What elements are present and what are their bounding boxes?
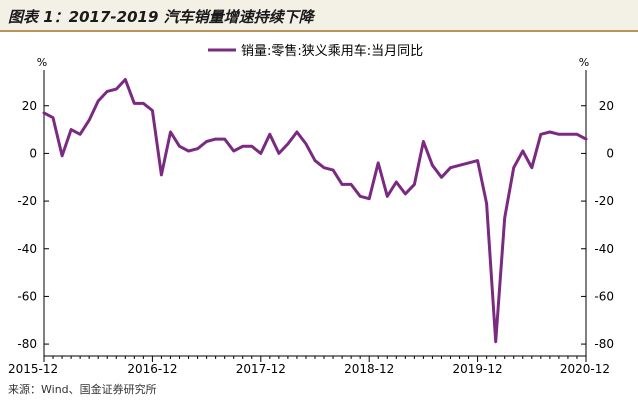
data-point	[250, 145, 253, 148]
data-point	[440, 176, 443, 179]
right-y-tick-label: -60	[594, 289, 614, 303]
data-point	[187, 149, 190, 153]
right-y-tick-label: -80	[594, 337, 614, 351]
series-group	[42, 78, 588, 344]
data-point	[539, 133, 543, 136]
data-point	[449, 166, 452, 169]
data-point	[422, 140, 425, 143]
series-line	[42, 78, 588, 344]
data-point	[160, 173, 163, 177]
data-point	[503, 216, 506, 219]
data-point	[42, 111, 46, 115]
data-point	[178, 145, 181, 148]
data-point	[60, 154, 64, 157]
data-point	[277, 152, 281, 155]
x-axis: 2015-12 2016-12 2017-12 2018-12 2019-12 2020-…	[8, 356, 610, 376]
data-point	[97, 99, 100, 103]
left-y-tick-label: 20	[22, 99, 37, 113]
data-point	[548, 130, 552, 134]
left-y-tick-label: -60	[17, 289, 37, 303]
x-tick-label: 2015-12	[8, 362, 58, 376]
data-point	[268, 133, 272, 136]
data-point	[78, 133, 82, 136]
title-bar: 图表 1：2017-2019 汽车销量增速持续下降	[0, 0, 638, 32]
data-point	[295, 130, 299, 134]
data-point	[69, 128, 73, 131]
data-point	[196, 147, 199, 150]
data-point	[485, 202, 488, 205]
x-tick-label: 2017-12	[236, 362, 286, 376]
data-point	[115, 87, 118, 91]
data-point	[51, 116, 55, 119]
data-point	[169, 130, 172, 134]
data-point	[377, 161, 380, 165]
data-point	[467, 161, 470, 165]
data-point	[331, 168, 335, 172]
data-point	[232, 149, 235, 153]
data-point	[557, 133, 561, 136]
data-point	[286, 142, 290, 146]
data-point	[530, 166, 533, 169]
data-point	[340, 183, 344, 186]
data-point	[313, 159, 317, 162]
page-title: 图表 1：2017-2019 汽车销量增速持续下降	[8, 8, 314, 26]
right-y-axis: % 20 0 -20 -40 -60 -80	[579, 56, 614, 351]
data-point	[368, 197, 371, 200]
left-y-unit: %	[37, 56, 47, 69]
data-point	[322, 166, 326, 169]
data-point	[133, 102, 136, 105]
data-point	[521, 149, 524, 153]
x-tick-label: 2018-12	[344, 362, 394, 376]
data-point	[512, 166, 515, 169]
x-tick-label: 2016-12	[127, 362, 177, 376]
data-point	[476, 159, 479, 162]
data-point	[395, 180, 398, 184]
data-point	[142, 102, 145, 105]
x-tick-label: 2020-12	[560, 362, 610, 376]
data-point	[205, 140, 208, 143]
data-point	[124, 78, 127, 81]
data-point	[431, 164, 434, 167]
data-point	[494, 340, 497, 343]
right-y-tick-label: -20	[594, 194, 614, 208]
data-point	[241, 145, 244, 148]
left-y-tick-label: 0	[29, 146, 37, 160]
source-note: 来源：Wind、国金证券研究所	[8, 383, 157, 396]
right-y-unit: %	[579, 56, 589, 69]
data-point	[386, 195, 389, 198]
legend-label: 销量:零售:狭义乘用车:当月同比	[241, 43, 423, 59]
legend: 销量:零售:狭义乘用车:当月同比	[208, 43, 423, 59]
data-point	[304, 142, 308, 146]
data-point	[349, 183, 353, 186]
data-point	[413, 183, 416, 186]
right-y-tick-label: 20	[599, 99, 614, 113]
data-point	[584, 137, 588, 141]
data-point	[87, 118, 91, 122]
right-y-tick-label: 0	[606, 146, 614, 160]
data-point	[259, 152, 262, 155]
data-point	[575, 133, 579, 136]
x-tick-label: 2019-12	[453, 362, 503, 376]
left-y-axis: % 20 0 -20 -40 -60 -80	[17, 56, 49, 351]
data-point	[106, 90, 109, 93]
data-point	[214, 137, 217, 141]
data-point	[458, 164, 461, 167]
data-point	[404, 192, 407, 196]
left-y-tick-label: -20	[17, 194, 37, 208]
data-point	[151, 109, 154, 112]
left-y-tick-label: -80	[17, 337, 37, 351]
data-point	[223, 137, 226, 141]
data-point	[566, 133, 570, 136]
left-y-tick-label: -40	[17, 242, 37, 256]
right-y-tick-label: -40	[594, 242, 614, 256]
data-point	[358, 195, 362, 198]
